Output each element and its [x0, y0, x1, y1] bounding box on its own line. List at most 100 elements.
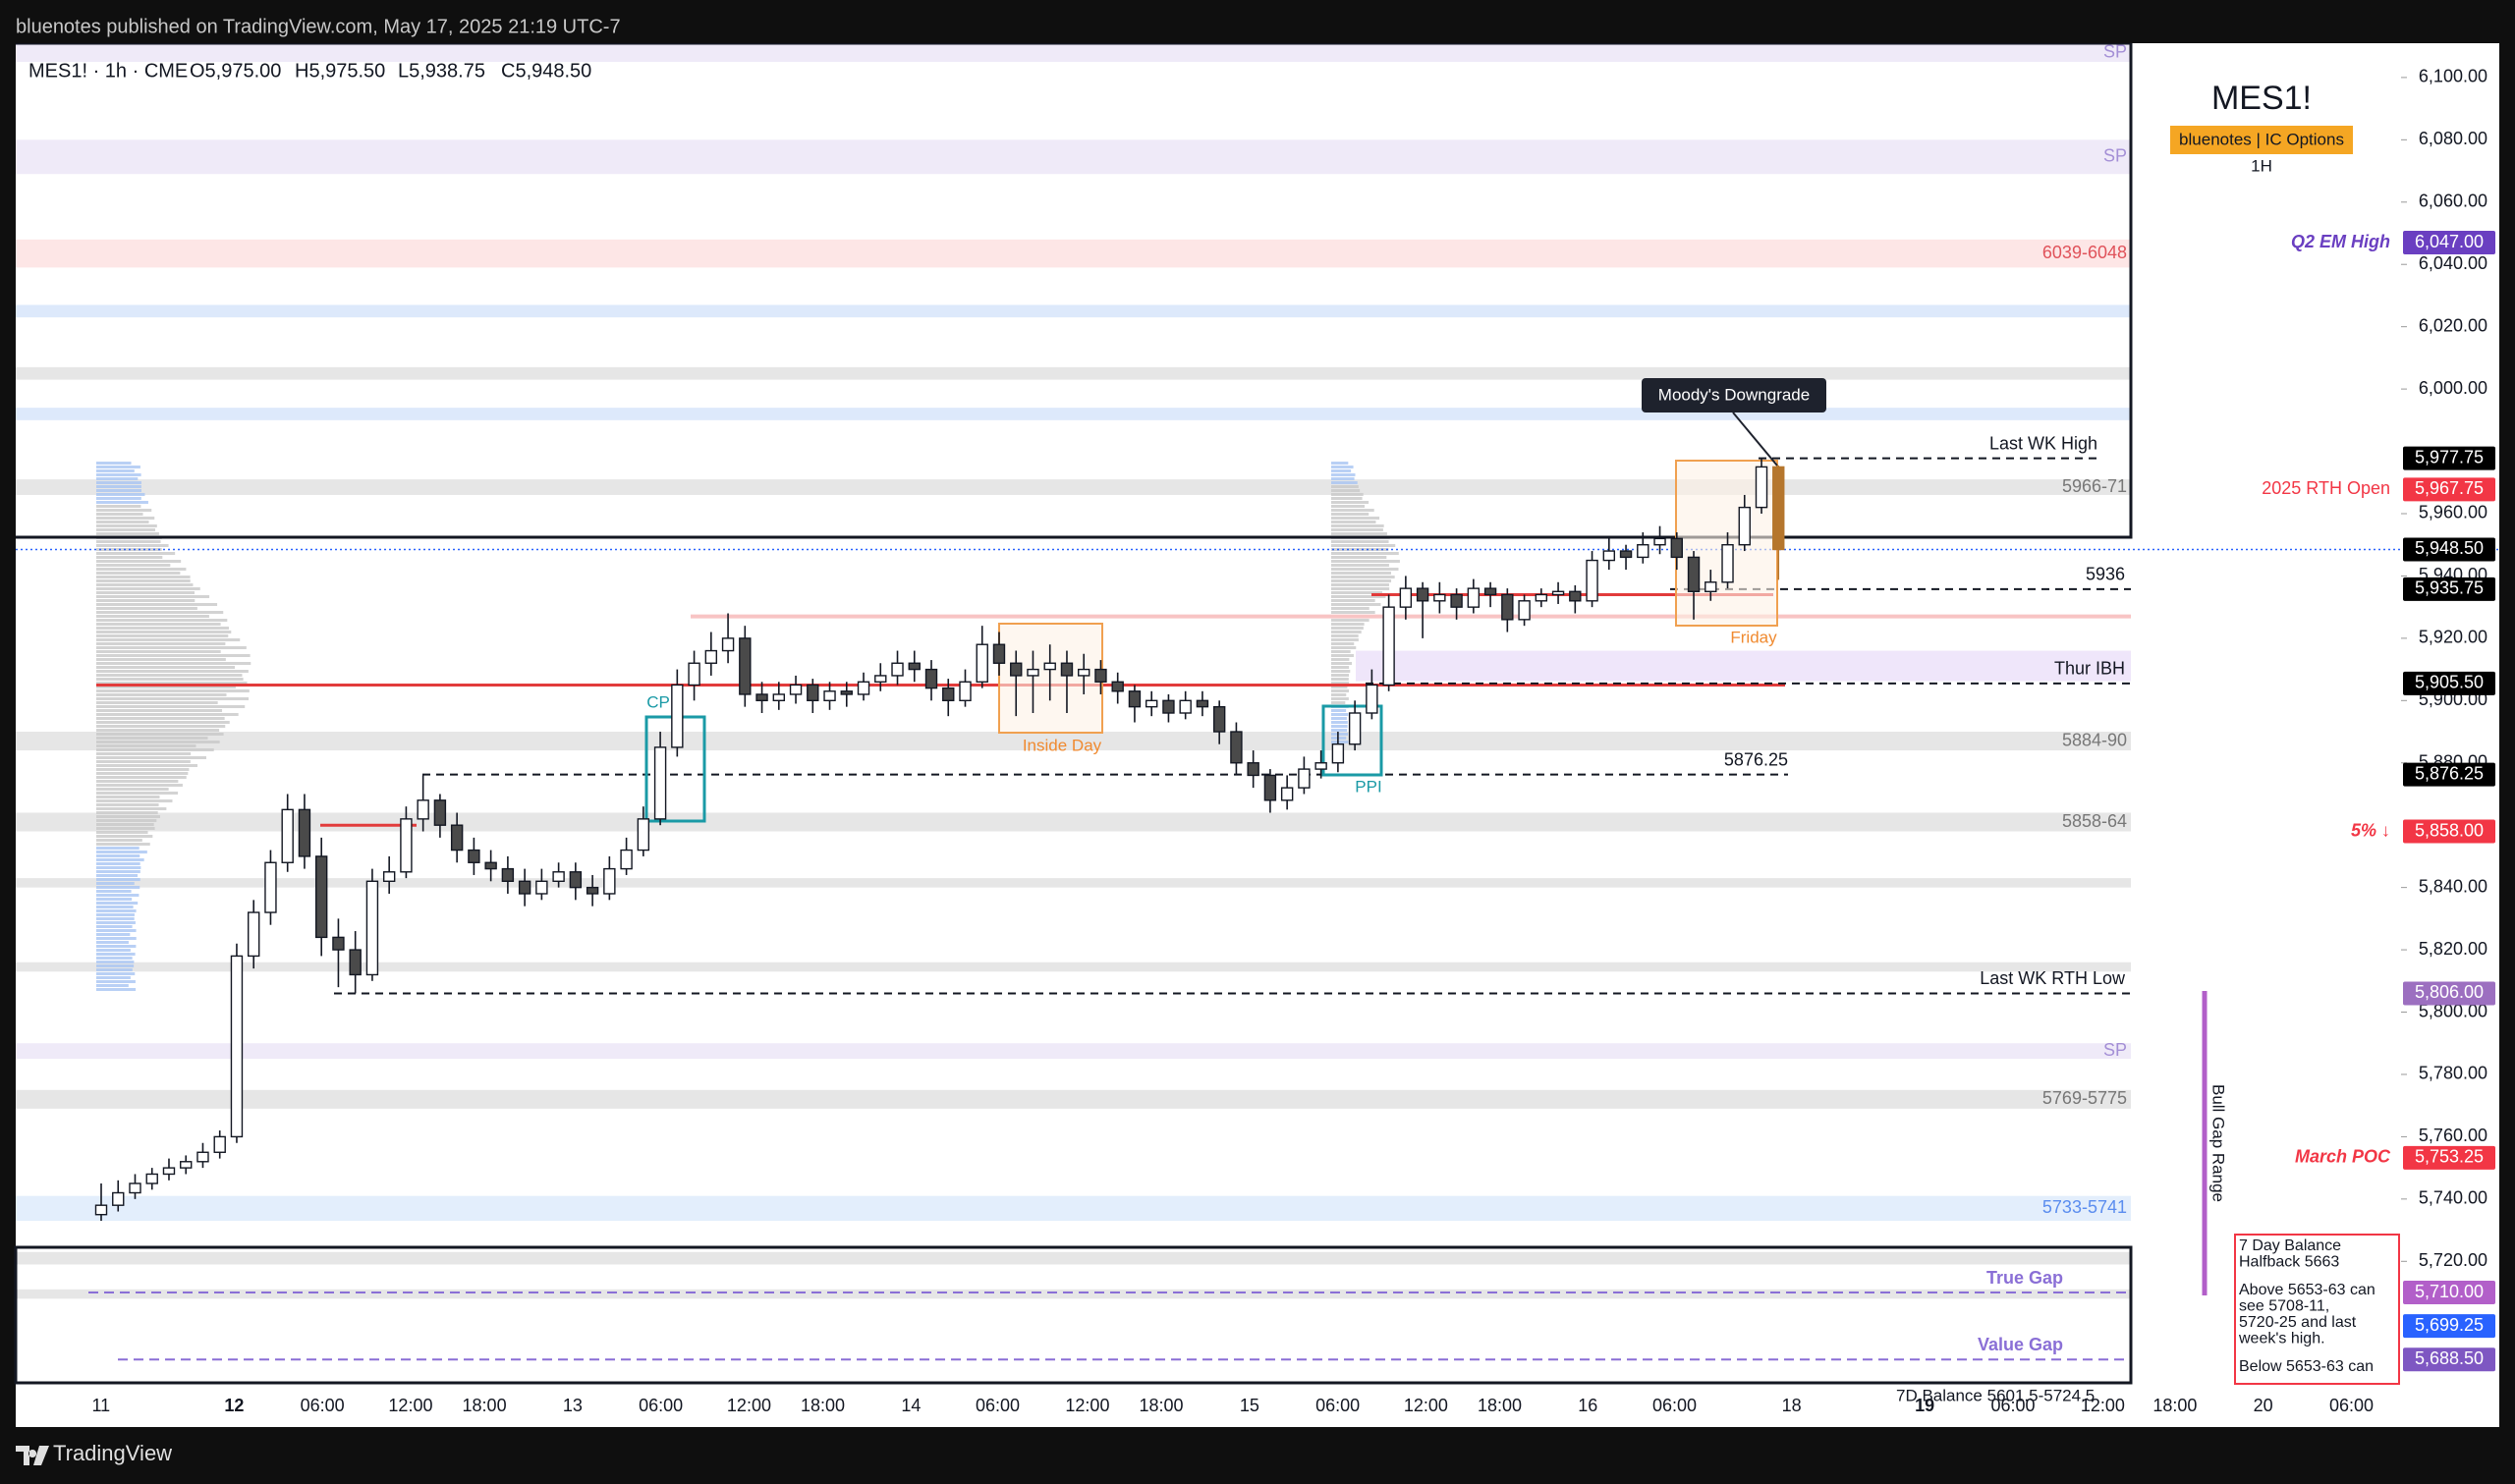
friday-label: Friday: [1730, 628, 1777, 646]
time-label: 18:00: [1140, 1396, 1184, 1415]
profile-bar: [96, 662, 252, 665]
time-label: 06:00: [1652, 1396, 1697, 1415]
profile-bar: [96, 807, 167, 810]
price-badge: [2403, 819, 2495, 844]
profile-bar: [96, 682, 248, 685]
price-tick-label: 6,040.00: [2419, 253, 2487, 273]
profile-bar: [96, 748, 214, 751]
profile-bar: [1331, 540, 1389, 543]
profile-bar: [96, 870, 140, 873]
candle-body: [552, 871, 565, 882]
profile-bar: [96, 654, 251, 657]
profile-bar: [1331, 646, 1357, 649]
profile-bar: [1331, 709, 1347, 712]
profile-bar: [1331, 493, 1364, 496]
candle-body: [196, 1151, 209, 1163]
profile-bar: [96, 937, 137, 940]
note-line: Below 5653-63 can: [2239, 1358, 2374, 1375]
profile-bar: [96, 540, 161, 543]
profile-bar: [1331, 489, 1361, 492]
profile-bar: [96, 693, 227, 696]
price-badge: [2403, 477, 2495, 502]
profile-bar: [96, 760, 191, 763]
zone-label: SP: [2103, 41, 2127, 61]
candle-body: [823, 690, 836, 702]
profile-bar: [96, 611, 224, 614]
profile-bar: [1331, 701, 1346, 704]
candle-body: [1738, 506, 1751, 546]
profile-bar: [1331, 591, 1383, 594]
profile-bar: [96, 878, 140, 881]
candle-body: [1416, 587, 1429, 602]
price-badge: [2403, 1281, 2495, 1305]
time-label: 19: [1915, 1396, 1934, 1415]
profile-bar: [1331, 713, 1349, 716]
profile-bar: [96, 623, 221, 626]
candle-body: [1467, 587, 1481, 608]
profile-bar: [96, 666, 236, 669]
profile-bar: [1331, 642, 1355, 645]
profile-bar: [96, 909, 137, 912]
profile-bar: [96, 968, 133, 971]
profile-bar: [96, 945, 137, 948]
profile-bar: [96, 501, 148, 504]
profile-bar: [96, 953, 136, 956]
profile-bar: [1331, 505, 1366, 508]
profile-bar: [96, 650, 221, 653]
profile-bar: [96, 823, 154, 826]
band: [16, 1251, 2131, 1265]
candle-body: [653, 746, 667, 820]
profile-bar: [96, 489, 142, 492]
profile-bar: [96, 796, 160, 798]
zone: [16, 1043, 2131, 1060]
profile-bar: [1331, 717, 1347, 720]
candle-body: [1551, 590, 1565, 596]
candle-body: [417, 799, 429, 820]
profile-bar: [96, 505, 141, 508]
profile-bar: [96, 521, 149, 523]
candle-body: [1043, 662, 1056, 671]
price-badge: [2403, 1145, 2495, 1170]
zone-label: 5884-90: [2062, 730, 2127, 749]
profile-bar: [96, 831, 148, 834]
candle-body: [365, 880, 379, 976]
price-badge: [2403, 537, 2495, 562]
time-label: 18:00: [1478, 1396, 1522, 1415]
price-tick-label: 5,800.00: [2419, 1001, 2487, 1020]
profile-bar: [1331, 544, 1396, 547]
price-badge-label: 5,977.75: [2415, 447, 2484, 467]
profile-bar: [1331, 572, 1391, 575]
zone: [16, 139, 2131, 175]
profile-bar: [1331, 670, 1351, 673]
candle-body: [1637, 544, 1649, 559]
zone: [16, 479, 2131, 495]
candle-body: [721, 637, 735, 652]
profile-bar: [1331, 650, 1351, 653]
candle-body: [840, 690, 853, 695]
price-badge-note: March POC: [2295, 1147, 2391, 1167]
lower-pane-border: [14, 1245, 2133, 1385]
profile-bar: [96, 583, 194, 586]
profile-bar: [1331, 513, 1369, 516]
profile-bar: [96, 729, 220, 732]
candle-body: [1331, 743, 1345, 764]
zone-label: 5769-5775: [2042, 1088, 2127, 1108]
profile-bar: [1331, 528, 1383, 531]
candle-body: [180, 1161, 193, 1169]
profile-bar: [1331, 607, 1369, 610]
candle-body: [924, 668, 938, 689]
profile-bar: [96, 764, 198, 767]
profile-bar: [96, 564, 171, 567]
price-tick-label: 6,020.00: [2419, 315, 2487, 335]
profile-bar: [1331, 477, 1355, 480]
profile-bar: [1331, 697, 1349, 700]
candle-body: [1247, 762, 1259, 777]
profile-bar: [1331, 638, 1359, 641]
candle-body: [772, 693, 785, 702]
candle-body: [1670, 537, 1683, 559]
candle-body: [1382, 606, 1395, 687]
profile-bar: [96, 631, 232, 633]
candle-body: [891, 662, 904, 677]
candle-body: [959, 681, 972, 702]
